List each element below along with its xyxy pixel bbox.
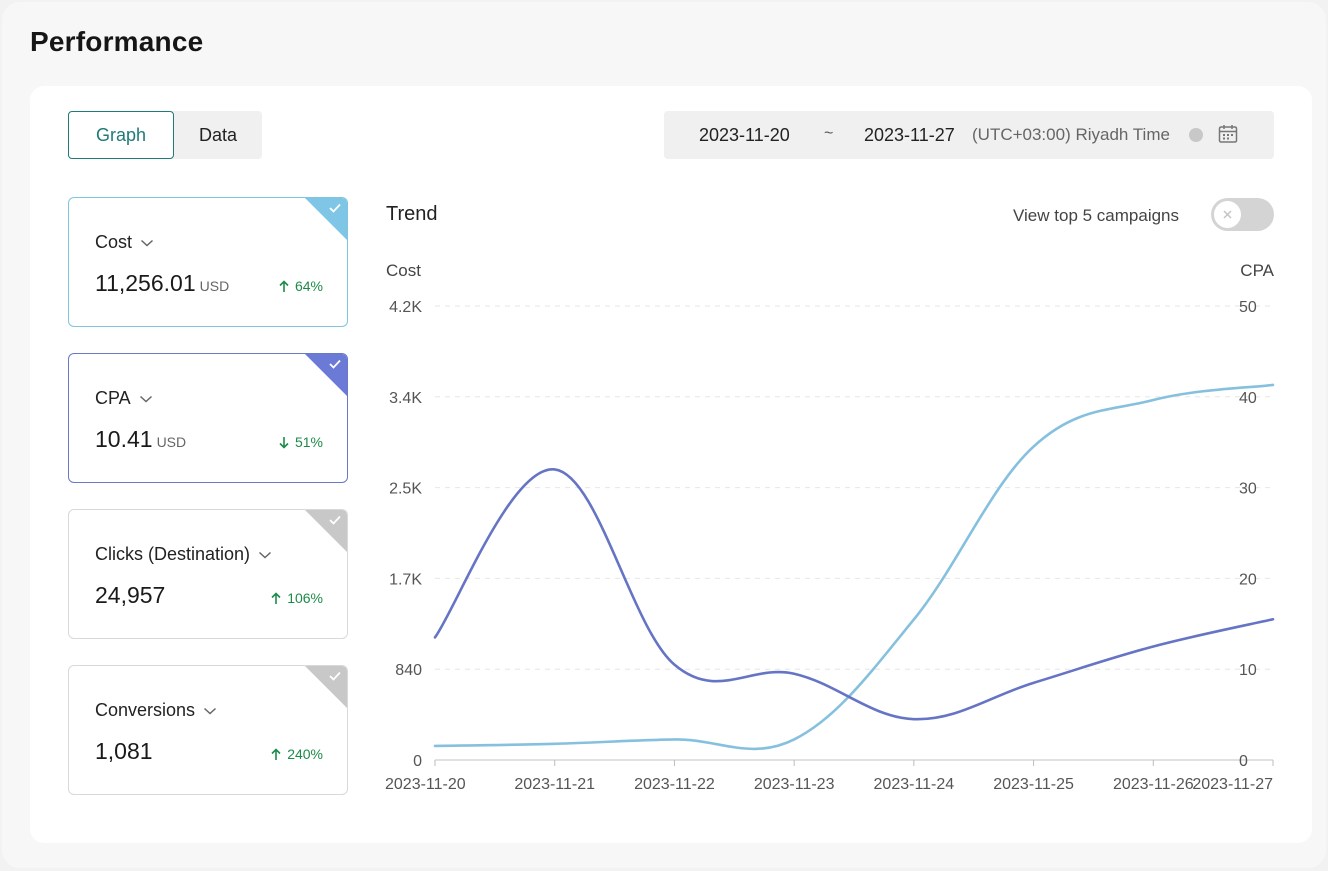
date-start[interactable]: 2023-11-20	[699, 124, 790, 145]
left-tick-label: 840	[395, 662, 422, 679]
x-tick-label: 2023-11-22	[634, 776, 715, 793]
x-tick-label: 2023-11-21	[514, 776, 595, 793]
metric-card-cost[interactable]: Cost 11,256.01 USD 64%	[68, 197, 348, 327]
metric-value: 24,957	[95, 582, 165, 609]
date-range-picker[interactable]: 2023-11-20 ~ 2023-11-27 (UTC+03:00) Riya…	[664, 111, 1274, 159]
right-axis-label: CPA	[1240, 261, 1274, 280]
metric-unit: USD	[156, 434, 187, 450]
metric-change: 64%	[279, 278, 323, 294]
page-title: Performance	[30, 26, 204, 57]
chevron-down-icon[interactable]	[258, 550, 272, 560]
metric-name[interactable]: Cost	[95, 232, 154, 253]
left-tick-label: 1.7K	[389, 571, 422, 588]
x-tick-label: 2023-11-26	[1113, 776, 1194, 793]
check-icon	[329, 515, 341, 525]
metric-value: 1,081	[95, 738, 153, 765]
metric-change-value: 64%	[294, 278, 323, 294]
series-line-cpa	[433, 468, 1275, 721]
metric-value-number: 11,256.01	[95, 270, 196, 296]
metric-name[interactable]: Clicks (Destination)	[95, 544, 272, 565]
tab-data[interactable]: Data	[198, 124, 238, 145]
right-tick-label: 50	[1239, 299, 1257, 316]
x-tick-label: 2023-11-25	[993, 776, 1074, 793]
metric-change-value: 240%	[287, 746, 323, 762]
check-icon	[329, 203, 341, 213]
metric-value: 10.41 USD	[95, 426, 186, 453]
metric-change-value: 106%	[287, 590, 323, 606]
x-tick-label: 2023-11-27	[1192, 776, 1273, 793]
x-tick-label: 2023-11-23	[754, 776, 835, 793]
metric-name[interactable]: Conversions	[95, 700, 217, 721]
chevron-down-icon[interactable]	[139, 394, 153, 404]
metric-change: 240%	[271, 746, 323, 762]
metric-name-label: Conversions	[95, 700, 196, 720]
left-tick-label: 3.4K	[389, 390, 422, 407]
trend-title: Trend	[386, 203, 438, 225]
left-axis-label: Cost	[386, 261, 421, 280]
metric-name-label: Cost	[95, 232, 133, 252]
arrow-up-icon	[279, 279, 289, 292]
chevron-down-icon[interactable]	[203, 706, 217, 716]
x-tick-label: 2023-11-24	[874, 776, 955, 793]
left-tick-label: 0	[413, 753, 422, 770]
metric-value-number: 10.41	[95, 426, 153, 452]
date-end[interactable]: 2023-11-27	[864, 124, 955, 145]
info-icon[interactable]	[1189, 128, 1203, 142]
check-icon	[329, 359, 341, 369]
right-tick-label: 0	[1239, 753, 1248, 770]
metric-value-number: 24,957	[95, 582, 166, 608]
metric-name-label: CPA	[95, 388, 131, 408]
arrow-up-icon	[271, 591, 281, 604]
series-line-cost	[433, 383, 1275, 751]
x-tick-label: 2023-11-20	[385, 776, 466, 793]
metric-change: 106%	[271, 590, 323, 606]
check-icon	[329, 671, 341, 681]
view-tabs: Graph Data	[68, 111, 262, 159]
metric-change-value: 51%	[294, 434, 323, 450]
metric-card-clicks[interactable]: Clicks (Destination) 24,957 106%	[68, 509, 348, 639]
right-tick-label: 10	[1239, 662, 1257, 679]
right-tick-label: 40	[1239, 390, 1257, 407]
top5-label: View top 5 campaigns	[1013, 206, 1180, 225]
toggle-knob[interactable]	[1214, 201, 1241, 228]
metric-name-label: Clicks (Destination)	[95, 544, 251, 564]
tab-graph[interactable]: Graph	[68, 111, 174, 159]
metric-card-conversions[interactable]: Conversions 1,081 240%	[68, 665, 348, 795]
performance-panel: Graph Data 2023-11-20 ~ 2023-11-27 (UTC+…	[30, 86, 1312, 843]
top5-toggle[interactable]	[1211, 198, 1274, 231]
right-tick-label: 20	[1239, 571, 1257, 588]
calendar-icon[interactable]	[1217, 123, 1239, 145]
metric-value: 11,256.01 USD	[95, 270, 229, 297]
metric-unit: USD	[199, 278, 230, 294]
right-tick-label: 30	[1239, 481, 1257, 498]
metric-card-cpa[interactable]: CPA 10.41 USD 51%	[68, 353, 348, 483]
arrow-down-icon	[279, 436, 289, 449]
trend-chart: Cost CPA 0 0 840 10 1.7K 20 2.5K 30 3.4K 40 4.2K 50 20…	[385, 261, 1275, 793]
timezone-label: (UTC+03:00) Riyadh Time	[972, 125, 1170, 144]
metric-value-number: 1,081	[95, 738, 153, 764]
date-separator: ~	[824, 125, 834, 142]
metric-change: 51%	[279, 434, 323, 450]
left-tick-label: 4.2K	[389, 299, 422, 316]
metric-name[interactable]: CPA	[95, 388, 153, 409]
arrow-up-icon	[271, 747, 281, 760]
close-icon	[1223, 210, 1232, 219]
chevron-down-icon[interactable]	[140, 238, 154, 248]
left-tick-label: 2.5K	[389, 481, 422, 498]
